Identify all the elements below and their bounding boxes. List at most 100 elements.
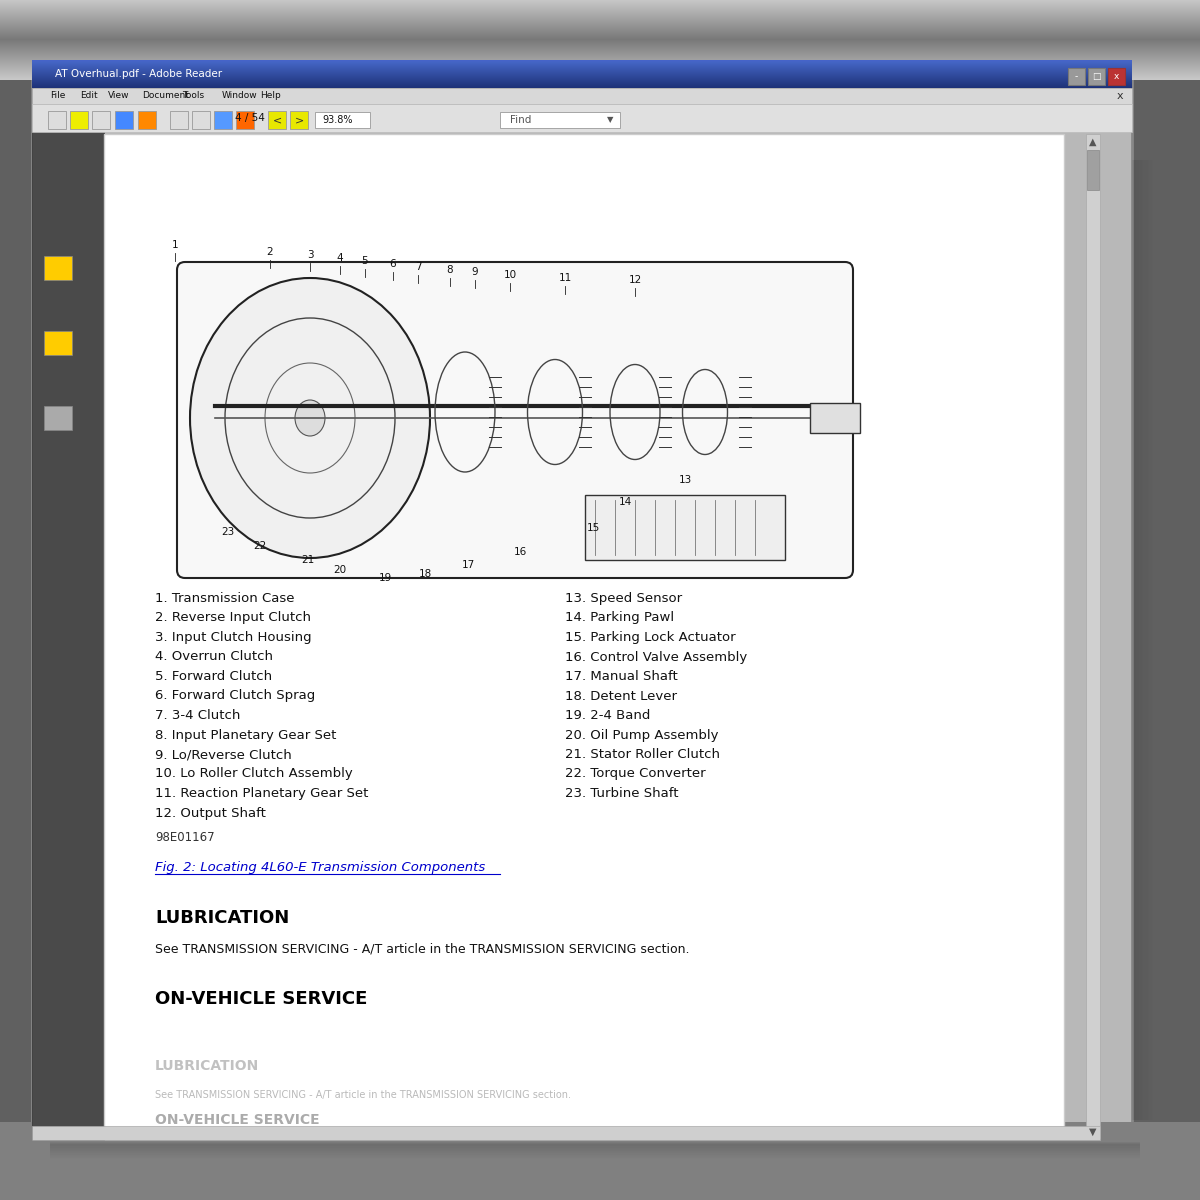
Bar (32, 88, 1132, 104)
Text: 4 / 54: 4 / 54 (235, 113, 265, 122)
Bar (0, 1154, 1200, 1160)
Text: 16. Control Valve Assembly: 16. Control Valve Assembly (565, 650, 748, 664)
Bar (44, 406, 72, 430)
Text: 17. Manual Shaft: 17. Manual Shaft (565, 670, 678, 683)
Text: LUBRICATION: LUBRICATION (155, 910, 289, 926)
Bar (192, 110, 210, 128)
Text: 8. Input Planetary Gear Set: 8. Input Planetary Gear Set (155, 728, 336, 742)
Text: 14. Parking Pawl: 14. Parking Pawl (565, 612, 674, 624)
Text: File: File (50, 91, 65, 101)
Bar (1140, 160, 1142, 1120)
Bar (236, 110, 254, 128)
Text: 98E01167: 98E01167 (155, 830, 215, 844)
Bar (50, 1142, 1140, 1145)
Text: 6: 6 (390, 259, 396, 269)
Text: 16: 16 (514, 547, 527, 557)
Bar (0, 1170, 1200, 1175)
Text: 10: 10 (504, 270, 516, 280)
Text: Window: Window (222, 91, 258, 101)
Text: -: - (1075, 72, 1078, 80)
Text: 9. Lo/Reverse Clutch: 9. Lo/Reverse Clutch (155, 748, 292, 761)
Text: 13. Speed Sensor: 13. Speed Sensor (565, 592, 682, 605)
Bar (44, 256, 72, 280)
Bar (50, 1142, 1140, 1146)
Bar (0, 1165, 1200, 1170)
Bar (0, 1160, 1200, 1165)
Text: 3: 3 (307, 250, 313, 260)
Text: AT Overhual.pdf - Adobe Reader: AT Overhual.pdf - Adobe Reader (55, 68, 222, 79)
Text: 1. Transmission Case: 1. Transmission Case (155, 592, 294, 605)
Bar (0, 1150, 1200, 1154)
Bar (50, 1154, 1140, 1157)
Text: 5. Forward Clutch: 5. Forward Clutch (155, 670, 272, 683)
Bar (0, 1145, 1200, 1150)
Text: 4: 4 (337, 253, 343, 263)
Bar (170, 110, 188, 128)
Text: □: □ (1092, 72, 1100, 80)
Text: 2: 2 (266, 247, 274, 257)
Text: 23. Turbine Shaft: 23. Turbine Shaft (565, 787, 678, 800)
Bar (92, 110, 110, 128)
Bar (1148, 160, 1150, 1120)
Text: <: < (272, 115, 282, 125)
Bar (50, 1150, 1140, 1152)
Ellipse shape (295, 400, 325, 436)
Bar (1134, 160, 1136, 1120)
Bar (1086, 134, 1100, 1138)
Text: 21: 21 (301, 554, 314, 565)
Bar (50, 1153, 1140, 1156)
Bar (50, 1154, 1140, 1158)
Bar (1150, 160, 1152, 1120)
Text: 19. 2-4 Band: 19. 2-4 Band (565, 709, 650, 722)
FancyBboxPatch shape (178, 262, 853, 578)
Bar (586, 494, 785, 560)
Bar (1068, 68, 1085, 85)
Bar (214, 110, 232, 128)
Text: 11: 11 (558, 272, 571, 283)
Text: 15: 15 (587, 523, 600, 533)
Bar (0, 1175, 1200, 1180)
Text: Edit: Edit (80, 91, 97, 101)
Bar (138, 110, 156, 128)
Bar (50, 1148, 1140, 1151)
Text: ▼: ▼ (1090, 1127, 1097, 1138)
Text: 10. Lo Roller Clutch Assembly: 10. Lo Roller Clutch Assembly (155, 768, 353, 780)
Text: Tools: Tools (182, 91, 204, 101)
Text: 9: 9 (472, 266, 479, 277)
Text: 6. Forward Clutch Sprag: 6. Forward Clutch Sprag (155, 690, 316, 702)
Bar (1135, 160, 1138, 1120)
Text: 12. Output Shaft: 12. Output Shaft (155, 806, 266, 820)
Text: 12: 12 (629, 275, 642, 284)
Bar (1145, 160, 1147, 1120)
Text: 15. Parking Lock Actuator: 15. Parking Lock Actuator (565, 631, 736, 644)
Bar (48, 110, 66, 128)
Bar (50, 1150, 1140, 1153)
Text: 8: 8 (446, 265, 454, 275)
Text: 4. Overrun Clutch: 4. Overrun Clutch (155, 650, 274, 664)
Text: 18. Detent Lever: 18. Detent Lever (565, 690, 677, 702)
Bar (0, 1130, 1200, 1135)
Bar (0, 1180, 1200, 1186)
Text: 21. Stator Roller Clutch: 21. Stator Roller Clutch (565, 748, 720, 761)
Text: 1: 1 (172, 240, 179, 250)
Text: 93.8%: 93.8% (322, 115, 353, 125)
Bar (70, 110, 88, 128)
Text: Find: Find (510, 115, 532, 125)
Text: ON-VEHICLE SERVICE: ON-VEHICLE SERVICE (155, 990, 367, 1008)
Text: Document: Document (142, 91, 188, 101)
Bar (0, 1135, 1200, 1140)
Text: 17: 17 (461, 560, 475, 570)
Bar (1150, 160, 1151, 1120)
Text: See TRANSMISSION SERVICING - A/T article in the TRANSMISSION SERVICING section.: See TRANSMISSION SERVICING - A/T article… (155, 942, 690, 955)
Bar (50, 1145, 1140, 1148)
Bar (32, 60, 1132, 88)
Text: 3. Input Clutch Housing: 3. Input Clutch Housing (155, 631, 312, 644)
Text: 22. Torque Converter: 22. Torque Converter (565, 768, 706, 780)
Bar (50, 1146, 1140, 1150)
Text: 5: 5 (361, 256, 368, 266)
Bar (1141, 160, 1142, 1120)
Bar (1132, 160, 1134, 1120)
Text: 7: 7 (415, 262, 421, 272)
Bar (1151, 160, 1153, 1120)
Text: Help: Help (260, 91, 281, 101)
